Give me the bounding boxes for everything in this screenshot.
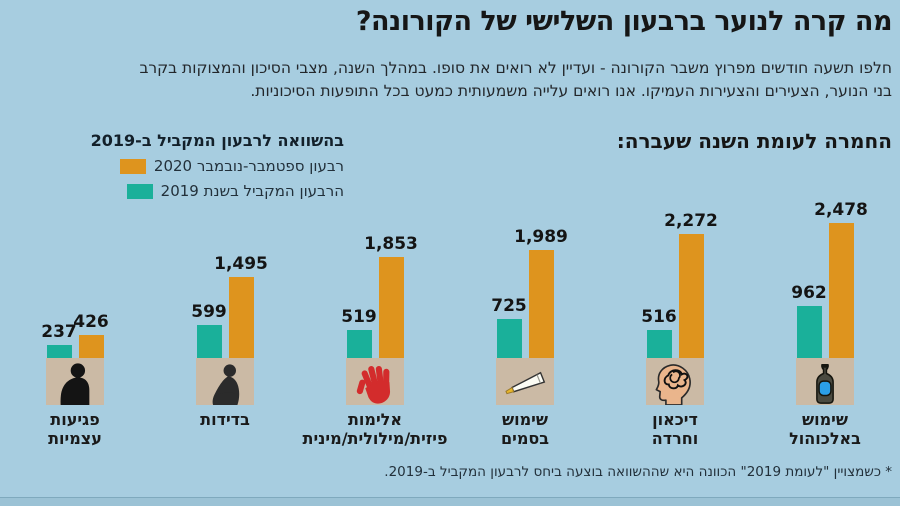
legend-swatch-2019 (126, 183, 153, 199)
slide-bottom-edge (0, 497, 900, 506)
bar-2019: 516 (641, 307, 677, 358)
legend-swatch-2020 (119, 158, 146, 174)
violence-hand-icon (356, 365, 391, 404)
bar-2020: 2,478 (814, 200, 868, 358)
icon-box (346, 358, 404, 405)
legend-label-2019: הרבעון המקביל בשנת 2019 (160, 182, 344, 200)
group-label: בדידות (200, 410, 250, 429)
legend-label-2020: רבעון ספטמבר-נובמבר 2020 (153, 157, 344, 175)
bar-2020: 1,853 (364, 234, 418, 358)
legend-item-2020: רבעון ספטמבר-נובמבר 2020 (91, 157, 344, 175)
bar-value-2019: 725 (491, 296, 527, 316)
bar-value-2019: 962 (791, 283, 827, 303)
chart-group-violence: 519 1,853 אלימות פ (300, 0, 450, 448)
chart-group-drugs: 725 1,989 שימוש בסמים (450, 0, 600, 448)
intro-line-2: בני הנוער, הצעירים והצעירות העמיקו. אנו … (250, 82, 892, 100)
bar-2019: 962 (791, 283, 827, 358)
icon-box (796, 358, 854, 405)
bar-2020: 2,272 (664, 211, 718, 358)
bar-value-2020: 1,495 (214, 254, 268, 274)
bar-2019: 725 (491, 296, 527, 358)
bar-value-2019: 519 (341, 307, 377, 327)
chart-group-depression: 516 2,272 דיכאון וחרדה (600, 0, 750, 448)
bar-value-2020: 1,989 (514, 227, 568, 247)
icon-box (646, 358, 704, 405)
group-label: דיכאון וחרדה (651, 410, 699, 448)
legend-header: בהשוואה לרבעון המקביל ב-2019 (90, 131, 344, 150)
bar-2019: 519 (341, 307, 377, 358)
bar-2019: 599 (191, 302, 227, 358)
bar-value-2020: 2,478 (814, 200, 868, 220)
bar-value-2020: 2,272 (664, 211, 718, 231)
icon-box (196, 358, 254, 405)
chart-group-loneliness: 599 1,495 בדידות (150, 0, 300, 429)
icon-box (46, 358, 104, 405)
bar-value-2020: 1,853 (364, 234, 418, 254)
footnote: * כשמצויין "לעומת 2019" הכוונה היא שההשו… (384, 464, 892, 480)
group-label: פגיעות עצמיות (48, 410, 102, 448)
bar-2020: 1,495 (214, 254, 268, 358)
group-label: אלימות פיזית/מילולית/מינית (302, 410, 448, 448)
bar-value-2019: 599 (191, 302, 227, 322)
page-title: מה קרה לנוער ברבעון השלישי של הקורונה? (355, 6, 893, 37)
alcohol-bottle-icon (816, 363, 834, 404)
bar-2020: 426 (73, 312, 109, 358)
group-label: שימוש באלכוהול (789, 410, 861, 448)
bar-value-2019: 516 (641, 307, 677, 327)
chart-group-self-harm: 237 426 פגיעות עצמיות (0, 0, 150, 448)
icon-box (496, 358, 554, 405)
drugs-joint-icon (505, 371, 546, 395)
section-heading: החמרה לעומת השנה שעברה: (616, 129, 892, 153)
bar-value-2019: 237 (41, 322, 77, 342)
legend: בהשוואה לרבעון המקביל ב-2019 רבעון ספטמב… (91, 131, 344, 200)
loneliness-icon (212, 364, 240, 405)
bar-2020: 1,989 (514, 227, 568, 358)
self-harm-icon (60, 363, 90, 405)
intro-line-1: חלפו תשעה חודשים מפרוץ משבר הקורונה - וע… (139, 59, 892, 77)
bar-value-2020: 426 (73, 312, 109, 332)
chart-group-alcohol: 962 2,478 שימוש באלכוהול (750, 0, 900, 448)
depression-anxiety-icon (655, 364, 691, 405)
bar-2019: 237 (41, 322, 77, 358)
group-label: שימוש בסמים (500, 410, 550, 448)
intro-paragraph: חלפו תשעה חודשים מפרוץ משבר הקורונה - וע… (8, 57, 892, 103)
legend-item-2019: הרבעון המקביל בשנת 2019 (91, 182, 344, 200)
